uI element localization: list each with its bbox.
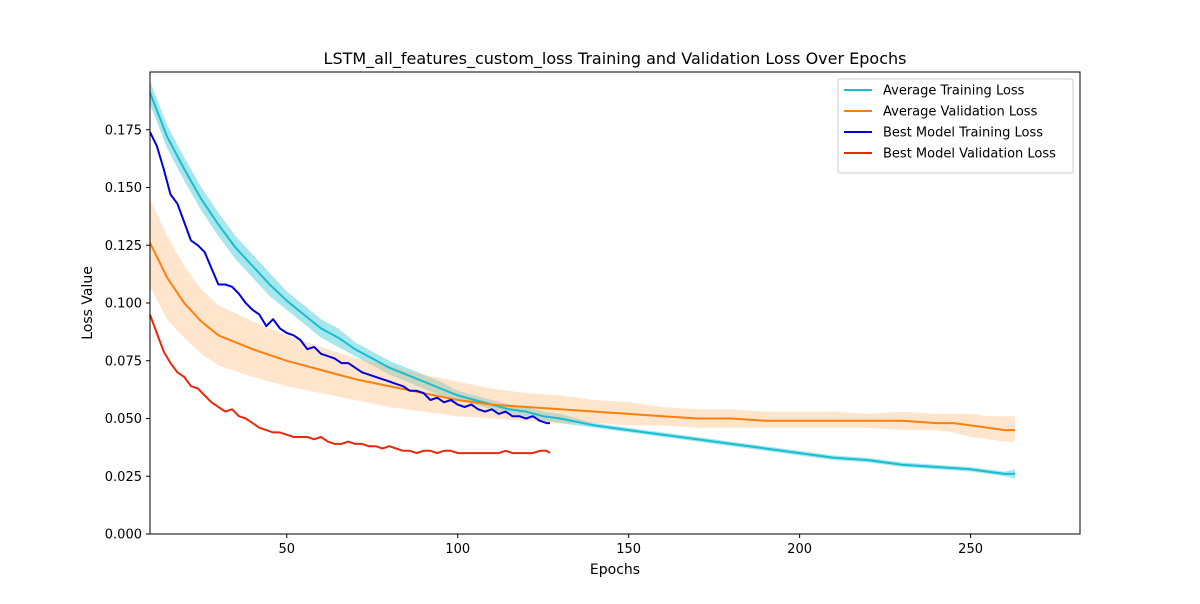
legend-label: Best Model Training Loss (883, 126, 1043, 141)
y-tick-label: 0.075 (105, 354, 142, 369)
line-series-1 (149, 92, 1015, 475)
legend-label: Best Model Validation Loss (883, 147, 1056, 162)
y-tick-label: 0.175 (105, 123, 142, 138)
x-tick-label: 250 (958, 542, 983, 557)
line-series-4 (149, 314, 551, 455)
chart-title: LSTM_all_features_custom_loss Training a… (324, 49, 907, 69)
legend-label: Average Validation Loss (883, 105, 1038, 120)
x-tick-label: 150 (616, 542, 641, 557)
line-series-3 (149, 131, 550, 425)
y-axis-label: Loss Value (80, 266, 96, 340)
series-lines (149, 92, 1015, 475)
x-axis-label: Epochs (590, 562, 640, 578)
y-axis: 0.000 0.025 0.050 0.075 0.100 0.125 0.150 0.175 (105, 123, 150, 543)
y-tick-label: 0.050 (105, 412, 142, 427)
x-tick-label: 50 (278, 542, 295, 557)
y-tick-label: 0.100 (105, 297, 142, 312)
legend: Average Training Loss Average Validation … (837, 78, 1074, 174)
legend-box (837, 78, 1074, 174)
x-tick-label: 200 (787, 542, 812, 557)
band-series-2 (150, 199, 1015, 442)
y-tick-label: 0.025 (105, 470, 142, 485)
x-axis: 50 100 150 200 250 (278, 534, 983, 557)
y-tick-label: 0.000 (105, 528, 142, 543)
y-tick-label: 0.125 (105, 239, 142, 254)
y-tick-label: 0.150 (105, 181, 142, 196)
legend-label: Average Training Loss (883, 84, 1025, 99)
x-tick-label: 100 (445, 542, 470, 557)
line-series-2 (149, 242, 1015, 432)
